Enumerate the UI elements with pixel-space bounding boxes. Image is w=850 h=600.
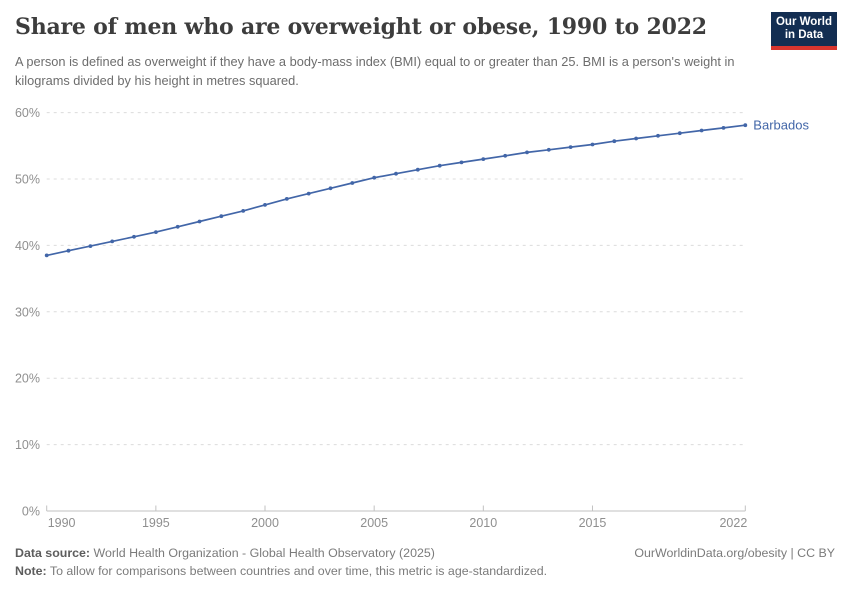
data-point [721, 126, 726, 130]
data-point [372, 175, 377, 180]
data-point [263, 203, 267, 207]
owid-logo[interactable]: Our World in Data [771, 12, 837, 50]
chart-subtitle: A person is defined as overweight if the… [15, 54, 735, 88]
line-chart: 0% 10% 20% 30% 40% 50% 60% 1990 1995 2000 2005 2010… [0, 85, 850, 545]
data-point [328, 186, 333, 191]
page-title: Share of men who are overweight or obese… [15, 14, 707, 40]
note-line: Note: To allow for comparisons between c… [15, 564, 547, 578]
x-tick-label: 1990 [48, 516, 76, 530]
data-point [110, 239, 115, 244]
entity-label[interactable]: Barbados [753, 118, 809, 133]
owid-logo-line2: in Data [784, 29, 824, 41]
data-point [350, 181, 355, 185]
series-line[interactable] [45, 124, 747, 257]
x-tick-label: 2015 [579, 516, 607, 530]
data-point [241, 209, 246, 213]
x-tick-label: 2000 [251, 516, 279, 530]
data-point [394, 171, 398, 176]
data-point [612, 139, 617, 144]
data-point [634, 136, 638, 141]
y-tick-label: 40% [15, 239, 40, 253]
data-point [197, 219, 202, 224]
data-point [284, 197, 289, 201]
x-tick-label: 2022 [719, 516, 747, 530]
data-point [88, 244, 93, 249]
data-point [481, 157, 486, 161]
data-source-text: World Health Organization - Global Healt… [90, 546, 435, 560]
data-source-line: Data source: World Health Organization -… [15, 546, 435, 560]
data-point [525, 150, 529, 155]
y-tick-label: 10% [15, 438, 40, 452]
y-tick-label: 0% [22, 505, 40, 519]
data-point [219, 214, 224, 219]
x-tick-label: 2005 [360, 516, 388, 530]
data-point [66, 248, 71, 253]
owid-url-license-link[interactable]: OurWorldinData.org/obesity | CC BY [634, 546, 835, 560]
data-point [306, 191, 311, 196]
data-point [743, 123, 748, 128]
data-point [656, 133, 660, 138]
data-point [699, 128, 704, 133]
y-tick-label: 50% [15, 173, 40, 187]
data-point [154, 230, 158, 235]
data-point [590, 142, 595, 147]
x-tick-label: 2010 [469, 516, 497, 530]
data-point [132, 234, 136, 239]
chart-svg: 0% 10% 20% 30% 40% 50% 60% 1990 1995 2000 2005 2010… [15, 106, 809, 530]
data-point [459, 160, 464, 165]
owid-logo-line1: Our World [775, 15, 832, 28]
chart-footer: Data source: World Health Organization -… [15, 546, 835, 578]
y-tick-label: 30% [15, 305, 40, 319]
data-point [44, 253, 49, 258]
y-tick-label: 60% [15, 106, 40, 120]
data-point [546, 147, 551, 152]
data-point [415, 167, 420, 172]
data-point [175, 224, 180, 229]
x-tick-label: 1995 [142, 516, 170, 530]
data-source-label: Data source: [15, 546, 91, 560]
note-label: Note: [15, 564, 47, 578]
data-point [677, 131, 682, 136]
note-text: To allow for comparisons between countri… [46, 564, 548, 578]
data-point [568, 145, 573, 149]
y-tick-label: 20% [15, 372, 40, 386]
data-point [503, 153, 508, 158]
data-point [437, 163, 442, 168]
